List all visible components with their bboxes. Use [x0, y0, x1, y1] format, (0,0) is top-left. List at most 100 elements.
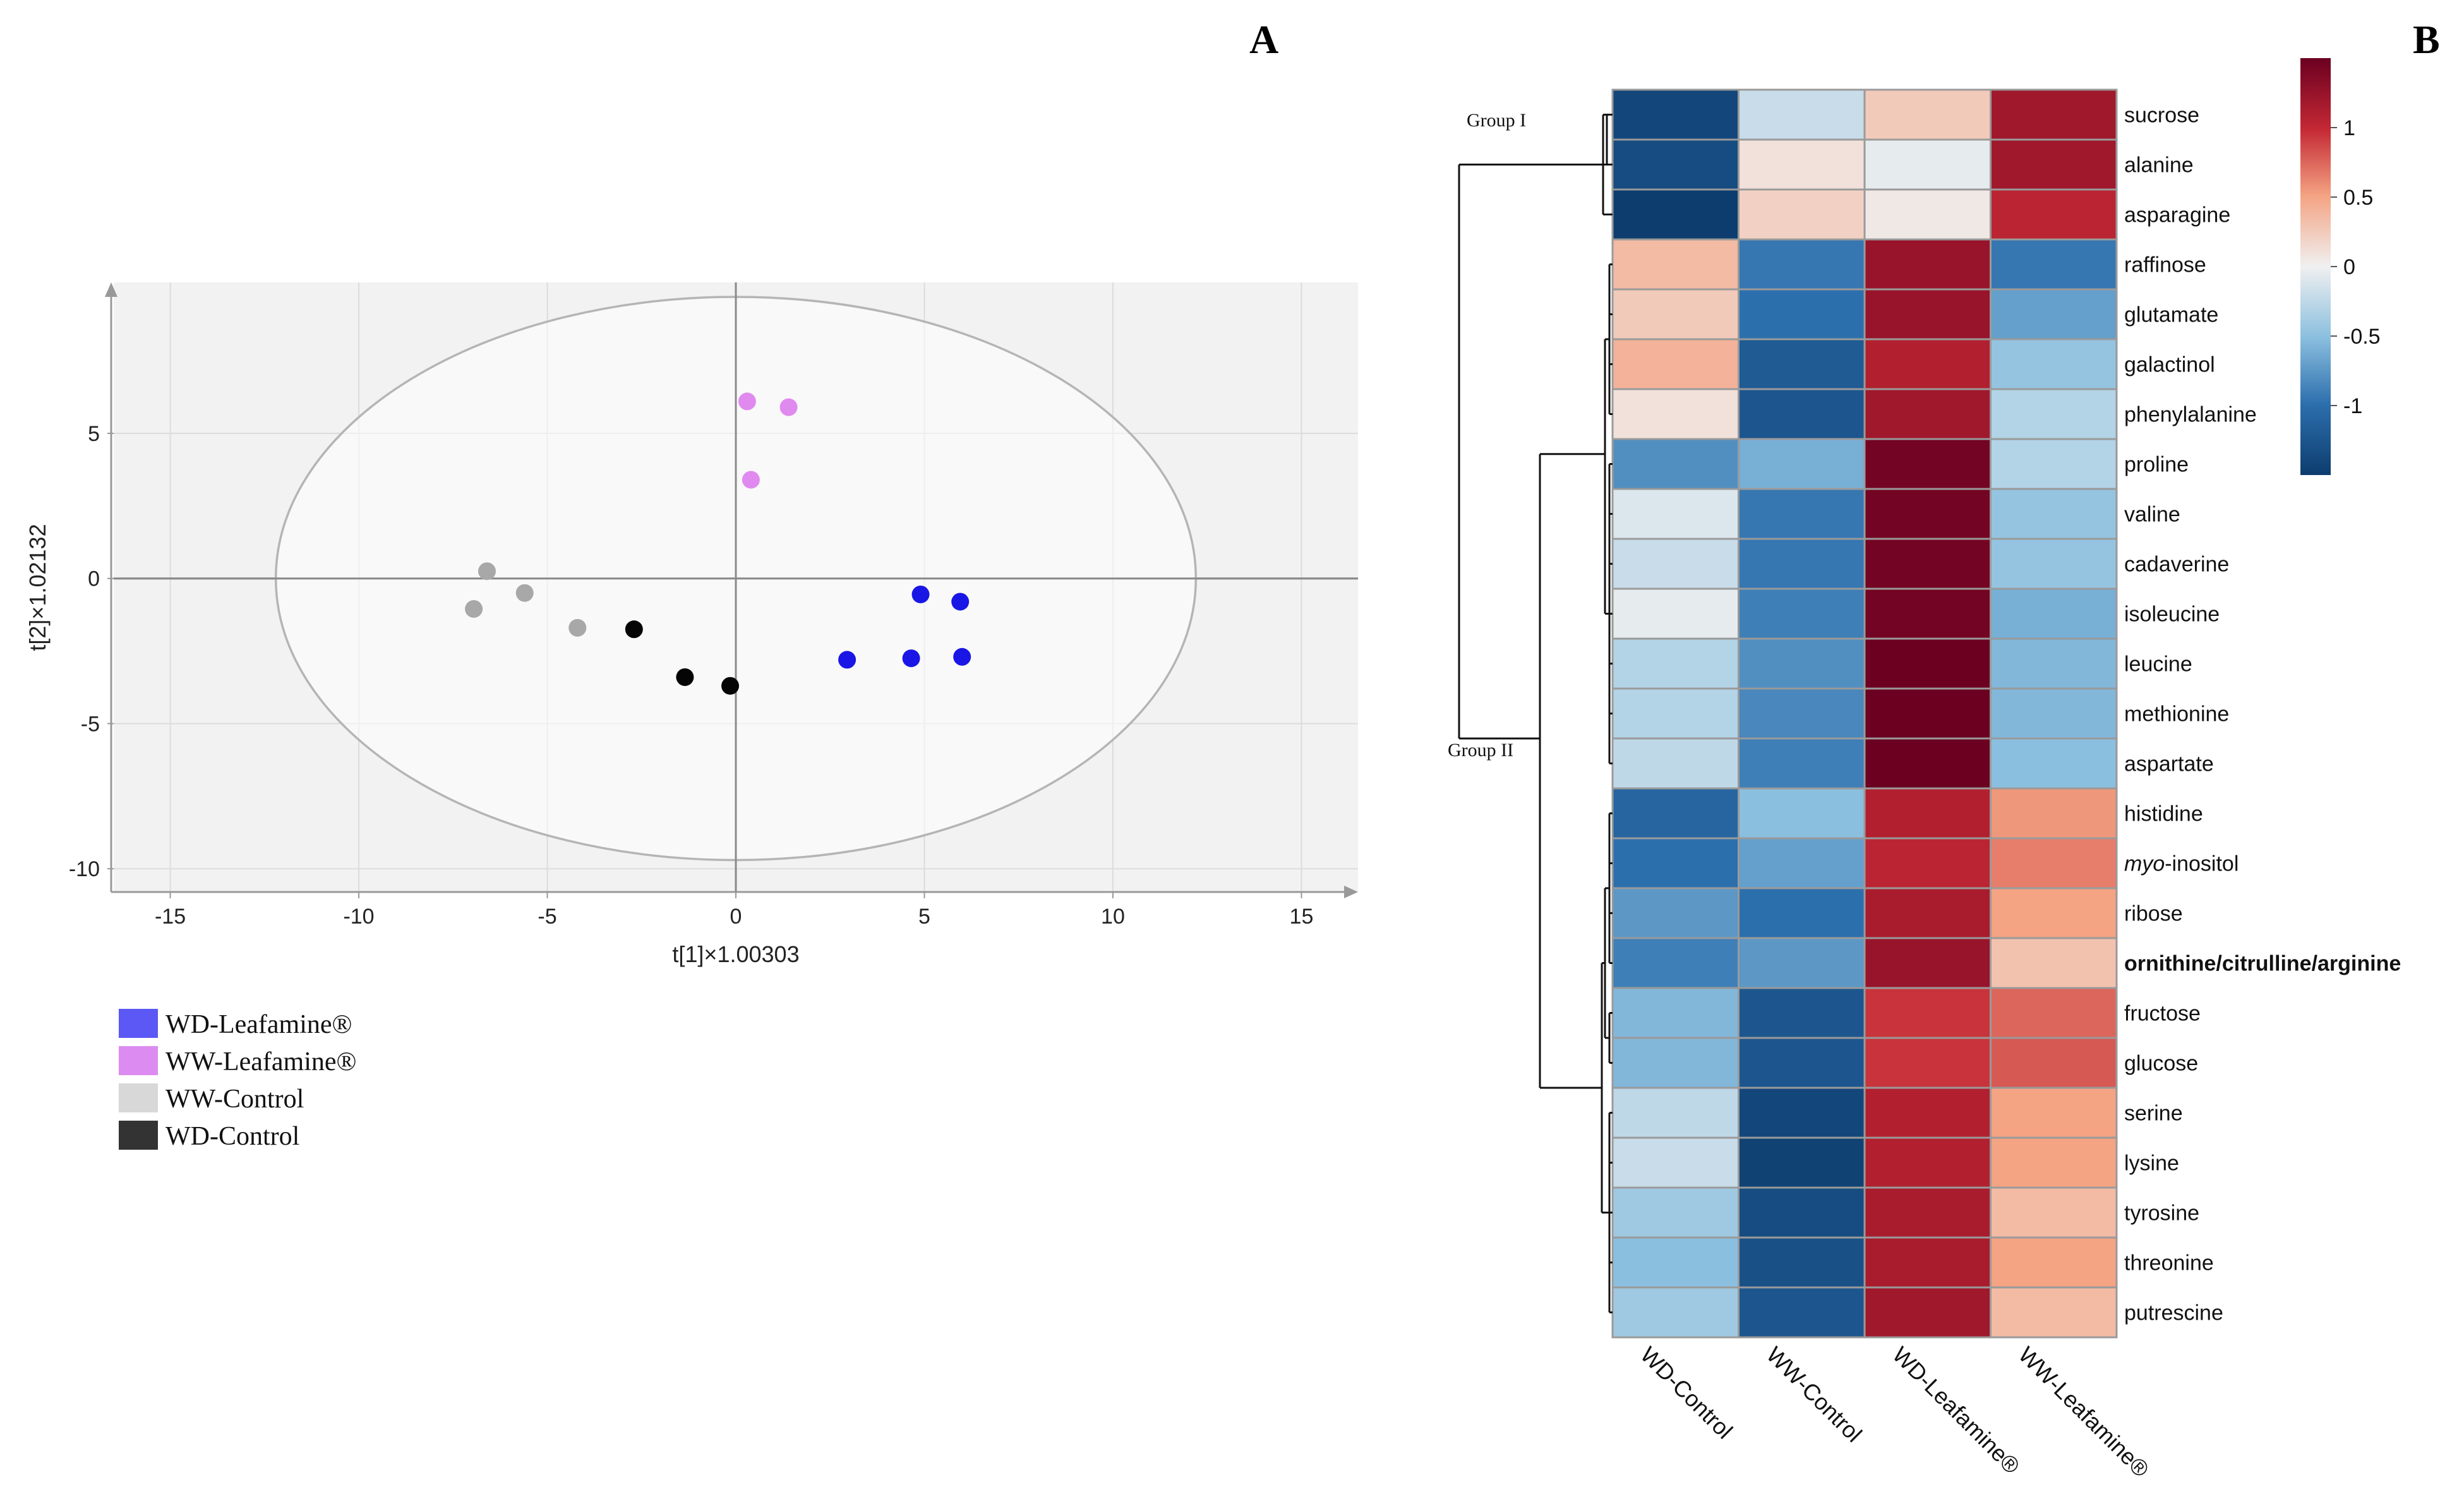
heatmap-cell [1611, 238, 1740, 291]
heatmap-cell [1990, 1236, 2118, 1289]
point-wd-control [676, 668, 694, 686]
hotelling-ellipse [114, 282, 1358, 892]
point-wd-leafamine [951, 593, 970, 611]
heatmap-cell [1611, 1186, 1740, 1239]
heatmap-cell [1611, 987, 1740, 1039]
heatmap-cell [1863, 637, 1992, 690]
heatmap-cell [1611, 538, 1740, 590]
legend-swatch-ww-control [119, 1083, 158, 1112]
heatmap-cell [1611, 1236, 1740, 1289]
point-ww-control [465, 599, 483, 618]
column-labels: WD-Control WW-Control WD-Leafamine®WW-Leaf… [1635, 1342, 2154, 1483]
row-label: alanine [2124, 154, 2194, 178]
heatmap-cell [1738, 637, 1866, 690]
heatmap-cell [1990, 1087, 2118, 1139]
heatmap-cell [1990, 637, 2118, 690]
heatmap-cell [1863, 1087, 1992, 1139]
heatmap-cell [1611, 887, 1740, 939]
heatmap-cell [1863, 787, 1992, 840]
row-label: valine [2124, 503, 2180, 527]
heatmap-cell [1863, 388, 1992, 440]
heatmap-cell [1738, 338, 1866, 390]
x-tick-label: -5 [538, 905, 556, 929]
row-label: glutamate [2124, 303, 2218, 327]
heatmap-cell [1611, 338, 1740, 390]
heatmap-cell [1863, 1236, 1992, 1289]
heatmap-cell [1738, 438, 1866, 490]
heatmap-cell [1738, 887, 1866, 939]
heatmap-cell [1738, 188, 1866, 241]
row-label: aspartate [2124, 752, 2214, 776]
row-label: fructose [2124, 1002, 2201, 1026]
colorbar-tick-label: -1 [2343, 394, 2362, 418]
row-label: ribose [2124, 902, 2183, 926]
heatmap-cell [1863, 1186, 1992, 1239]
heatmap-cell [1863, 737, 1992, 790]
row-label-italic-prefix: myo [2124, 852, 2165, 876]
heatmap-cell [1738, 687, 1866, 740]
heatmap-cell [1738, 288, 1866, 340]
heatmap-cell [1990, 1136, 2118, 1189]
heatmap-cell [1611, 637, 1740, 690]
point-ww-leafamine [779, 398, 798, 416]
legend-label-ww-control: WW-Control [165, 1085, 304, 1114]
heatmap-cell [1738, 1136, 1866, 1189]
heatmap-cell [1863, 438, 1992, 490]
heatmap-cell [1738, 388, 1866, 440]
x-axis-label: t[1]×1.00303 [672, 941, 799, 967]
y-axis-label: t[2]×1.02132 [25, 524, 51, 651]
heatmap-cell [1738, 787, 1866, 840]
heatmap-cell [1611, 88, 1740, 141]
heatmap-cell [1738, 238, 1866, 291]
column-label: WD-Leafamine® [1887, 1342, 2025, 1479]
colorbar-tick-label: -0.5 [2343, 325, 2381, 349]
legend-label-wd-leafamine: WD-Leafamine® [165, 1010, 352, 1039]
score-plot: -15 -10 -5 0 5 10 15 -10 -5 0 5 t[1]×1.00303 t[2]×… [25, 282, 1358, 967]
heatmap-cell [1863, 587, 1992, 640]
row-label: asparagine [2124, 203, 2230, 227]
heatmap-cell [1863, 288, 1992, 340]
row-label: glucose [2124, 1052, 2198, 1076]
row-label: leucine [2124, 653, 2192, 677]
heatmap-cell [1863, 887, 1992, 939]
row-label: ornithine/citrulline/arginine [2124, 952, 2401, 976]
heatmap-cell [1863, 1136, 1992, 1189]
colorbar-gradient [2300, 58, 2331, 475]
heatmap-cell [1863, 188, 1992, 241]
heatmap-cell [1863, 538, 1992, 590]
heatmap-cell [1738, 138, 1866, 191]
heatmap-cell [1738, 1186, 1866, 1239]
heatmap-cell [1738, 1087, 1866, 1139]
row-label: tyrosine [2124, 1202, 2199, 1226]
point-ww-control [515, 584, 534, 602]
heatmap-cell [1611, 737, 1740, 790]
heatmap-cell [1611, 787, 1740, 840]
point-wd-control [721, 677, 740, 695]
heatmap-cell [1863, 238, 1992, 291]
point-wd-leafamine [911, 585, 930, 603]
heatmap-cell [1738, 937, 1866, 989]
legend-swatch-ww-leafamine [119, 1046, 158, 1075]
score-points [465, 392, 971, 695]
heatmap-cell [1863, 88, 1992, 141]
row-label: lysine [2124, 1152, 2179, 1176]
heatmap-cell [1863, 488, 1992, 540]
row-dendrogram [1458, 114, 1613, 1313]
heatmap-cell [1738, 987, 1866, 1039]
column-label: WW-Leafamine® [2014, 1342, 2154, 1483]
heatmap-cell [1738, 538, 1866, 590]
row-label: phenylalanine [2124, 403, 2257, 427]
row-label: raffinose [2124, 253, 2206, 277]
heatmap-cell [1990, 787, 2118, 840]
row-label: myo-inositol [2124, 852, 2239, 876]
heatmap: sucrose alanine asparagine raffinose glutama… [1448, 58, 2401, 1482]
heatmap-cell [1738, 1236, 1866, 1289]
heatmap-cell [1611, 438, 1740, 490]
x-tick-label: 10 [1101, 905, 1125, 929]
heatmap-cell [1863, 687, 1992, 740]
heatmap-cell [1990, 1186, 2118, 1239]
legend-label-ww-leafamine: WW-Leafamine® [165, 1047, 356, 1076]
point-wd-leafamine [902, 649, 920, 668]
heatmap-cell [1738, 837, 1866, 889]
heatmap-cell [1863, 837, 1992, 889]
